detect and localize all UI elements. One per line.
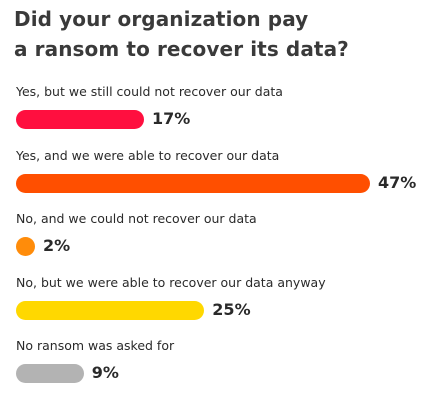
category-label: No, but we were able to recover our data… xyxy=(16,274,326,290)
value-label: 25% xyxy=(212,299,251,319)
chart-title-line-2: a ransom to recover its data? xyxy=(14,37,349,61)
bar xyxy=(16,173,370,193)
chart-title-line-1: Did your organization pay xyxy=(14,7,309,31)
bar-row: No, and we could not recover our data 2% xyxy=(16,211,436,275)
bar xyxy=(16,300,205,320)
bar-row: No ransom was asked for 9% xyxy=(16,338,436,402)
bar-rows: Yes, but we still could not recover our … xyxy=(16,84,436,402)
bar-row: No, but we were able to recover our data… xyxy=(16,275,436,339)
bar-row: Yes, and we were able to recover our dat… xyxy=(16,148,436,212)
bar xyxy=(16,110,145,129)
bar xyxy=(16,364,84,383)
value-label: 17% xyxy=(152,109,191,128)
bar xyxy=(16,237,35,256)
value-label: 47% xyxy=(378,172,417,192)
value-label: 9% xyxy=(91,363,119,382)
category-label: Yes, and we were able to recover our dat… xyxy=(16,147,280,163)
category-label: Yes, but we still could not recover our … xyxy=(16,84,283,99)
value-label: 2% xyxy=(43,236,71,255)
chart-title: Did your organization pay a ransom to re… xyxy=(14,4,434,64)
category-label: No ransom was asked for xyxy=(16,338,175,353)
bar-row: Yes, but we still could not recover our … xyxy=(16,84,436,148)
category-label: No, and we could not recover our data xyxy=(16,211,257,226)
